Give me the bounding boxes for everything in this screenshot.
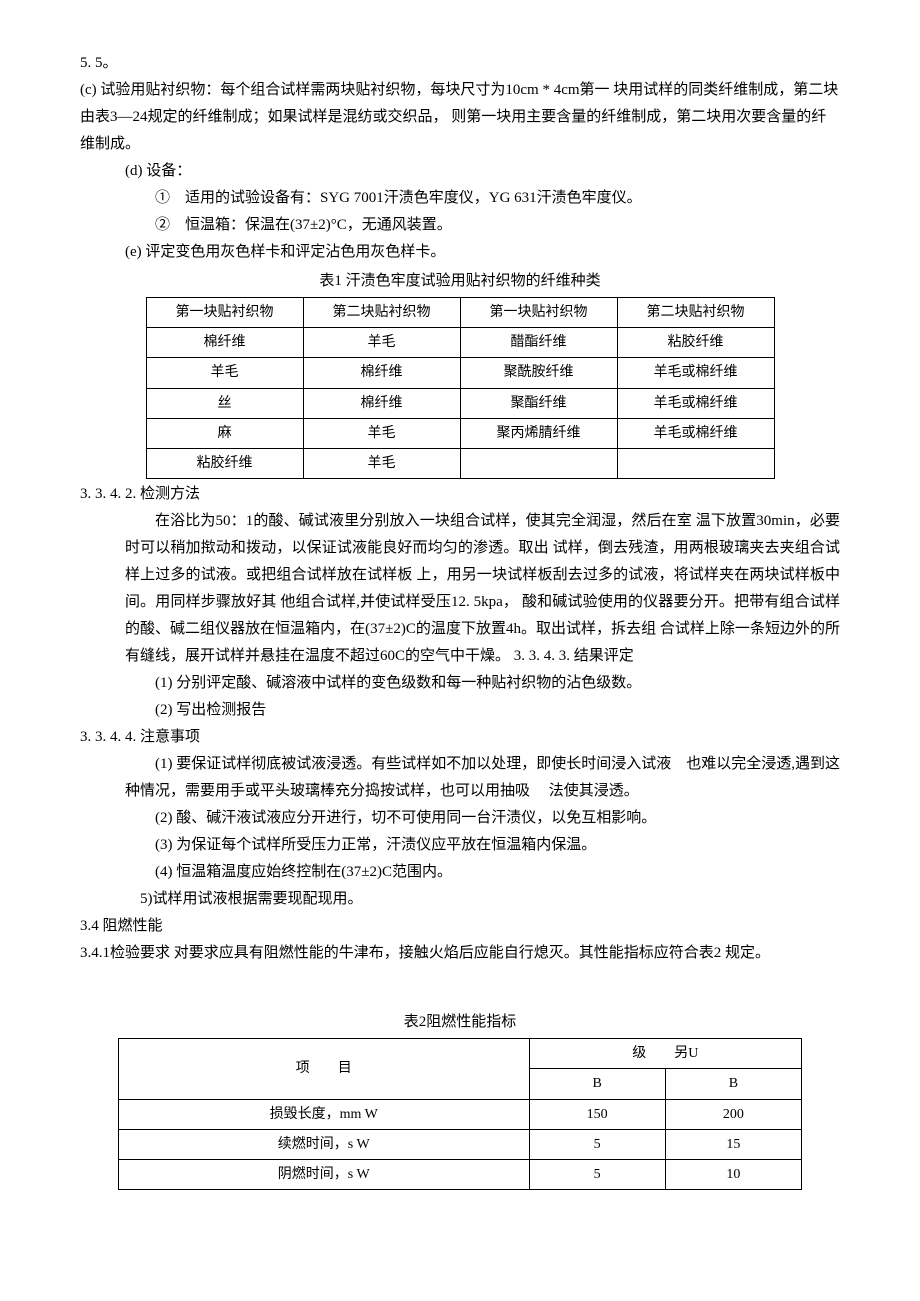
table1-cell [460,448,617,478]
table1-cell [617,448,774,478]
table1-cell: 粘胶纤维 [617,328,774,358]
table1-cell: 羊毛 [303,328,460,358]
table1-cell: 羊毛或棉纤维 [617,418,774,448]
table2-row: 阴燃时间，s W 5 10 [119,1159,802,1189]
table2-label: 阴燃时间，s W [119,1159,530,1189]
note-1: (1) 要保证试样彻底被试液浸透。有些试样如不加以处理，即使长时间浸入试液 也难… [80,751,840,805]
table1-cell: 羊毛或棉纤维 [617,388,774,418]
table2-label: 续燃时间，s W [119,1129,530,1159]
table1-row: 粘胶纤维 羊毛 [146,448,774,478]
item-d: (d) 设备： [80,158,840,185]
line-5-5: 5. 5。 [80,50,840,77]
item-d-1: ① 适用的试验设备有：SYG 7001汗渍色牢度仪，YG 631汗渍色牢度仪。 [80,185,840,212]
table1-cell: 粘胶纤维 [146,448,303,478]
table2-cell: 15 [665,1129,801,1159]
table2-row: 续燃时间，s W 5 15 [119,1129,802,1159]
table1-cell: 醋酯纤维 [460,328,617,358]
table1-cell: 聚丙烯腈纤维 [460,418,617,448]
table1-cell: 丝 [146,388,303,418]
item-e: (e) 评定变色用灰色样卡和评定沾色用灰色样卡。 [80,239,840,266]
table1-h4: 第二块贴衬织物 [617,298,774,328]
table2-caption: 表2阻燃性能指标 [80,1009,840,1036]
table1-cell: 棉纤维 [146,328,303,358]
table1-cell: 聚酰胺纤维 [460,358,617,388]
table1-h2: 第二块贴衬织物 [303,298,460,328]
section-3344: 3. 3. 4. 4. 注意事项 [80,724,840,751]
table2-level-header: 级 另U [529,1039,801,1069]
note-4: (4) 恒温箱温度应始终控制在(37±2)C范围内。 [80,859,840,886]
table2-cell: 150 [529,1099,665,1129]
table2-row: 损毁长度，mm W 150 200 [119,1099,802,1129]
item-c: (c) 试验用贴衬织物：每个组合试样需两块贴衬织物，每块尺寸为10cm * 4c… [80,77,840,158]
note-3: (3) 为保证每个试样所受压力正常，汗渍仪应平放在恒温箱内保温。 [80,832,840,859]
table1-cell: 棉纤维 [303,388,460,418]
table1-header-row: 第一块贴衬织物 第二块贴衬织物 第一块贴衬织物 第二块贴衬织物 [146,298,774,328]
note-2: (2) 酸、碱汗液试液应分开进行，切不可使用同一台汗渍仪，以免互相影响。 [80,805,840,832]
table1-cell: 棉纤维 [303,358,460,388]
table1-cell: 羊毛 [303,448,460,478]
table2-cell: 200 [665,1099,801,1129]
table1-cell: 羊毛 [303,418,460,448]
table2-flame-retardant: 项 目 级 另U B B 损毁长度，mm W 150 200 续燃时间，s W … [118,1038,802,1190]
para-341: 3.4.1检验要求 对要求应具有阻燃性能的牛津布，接触火焰后应能自行熄灭。其性能… [80,940,840,967]
table2-cell: 5 [529,1129,665,1159]
result-1: (1) 分别评定酸、碱溶液中试样的变色级数和每一种贴衬织物的沾色级数。 [80,670,840,697]
table2-item-header: 项 目 [119,1039,530,1099]
table1-cell: 羊毛或棉纤维 [617,358,774,388]
note-5: 5)试样用试液根据需要现配现用。 [80,886,840,913]
table2-header-row: 项 目 级 另U [119,1039,802,1069]
table1-row: 棉纤维 羊毛 醋酯纤维 粘胶纤维 [146,328,774,358]
table1-fiber-types: 第一块贴衬织物 第二块贴衬织物 第一块贴衬织物 第二块贴衬织物 棉纤维 羊毛 醋… [146,297,775,479]
result-2: (2) 写出检测报告 [80,697,840,724]
table2-cell: 10 [665,1159,801,1189]
table2-sub-b1: B [529,1069,665,1099]
table1-cell: 羊毛 [146,358,303,388]
table2-cell: 5 [529,1159,665,1189]
item-d-2: ② 恒温箱：保温在(37±2)°C，无通风装置。 [80,212,840,239]
table1-row: 麻 羊毛 聚丙烯腈纤维 羊毛或棉纤维 [146,418,774,448]
table1-h3: 第一块贴衬织物 [460,298,617,328]
table1-row: 丝 棉纤维 聚酯纤维 羊毛或棉纤维 [146,388,774,418]
table1-row: 羊毛 棉纤维 聚酰胺纤维 羊毛或棉纤维 [146,358,774,388]
table2-sub-b2: B [665,1069,801,1099]
section-34: 3.4 阻燃性能 [80,913,840,940]
section-3342: 3. 3. 4. 2. 检测方法 [80,481,840,508]
table1-cell: 聚酯纤维 [460,388,617,418]
table1-cell: 麻 [146,418,303,448]
table1-h1: 第一块贴衬织物 [146,298,303,328]
para-bath: 在浴比为50：1的酸、碱试液里分别放入一块组合试样，使其完全润湿，然后在室 温下… [80,508,840,670]
table1-caption: 表1 汗渍色牢度试验用贴衬织物的纤维种类 [80,268,840,295]
table2-label: 损毁长度，mm W [119,1099,530,1129]
